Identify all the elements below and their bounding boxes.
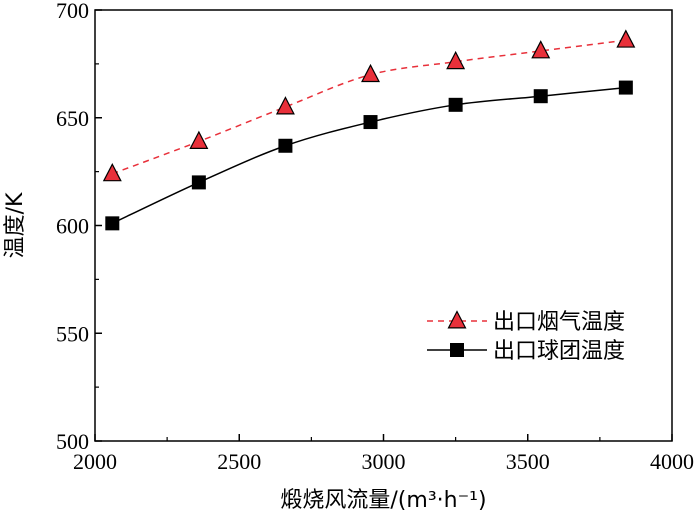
data-point-triangle <box>102 162 122 182</box>
data-point-square <box>618 80 633 95</box>
x-tick-label: 2000 <box>73 449 117 474</box>
data-point-triangle <box>616 29 636 48</box>
series-line-1 <box>112 39 626 175</box>
legend-marker-triangle <box>447 310 467 329</box>
data-point-triangle <box>446 50 466 70</box>
data-point-square <box>191 175 206 190</box>
data-point-square <box>363 115 378 130</box>
data-point-square <box>278 138 293 153</box>
data-point-square <box>533 89 548 104</box>
legend-label: 出口烟气温度 <box>493 310 625 335</box>
legend-label: 出口球团温度 <box>493 339 625 364</box>
y-axis-ticks: 500 550 600 650 700 <box>56 0 102 454</box>
y-axis-label: 温度/K <box>3 192 28 258</box>
data-point-square <box>448 97 463 112</box>
x-tick-label: 3000 <box>362 449 406 474</box>
data-point-triangle <box>275 96 295 115</box>
marker-layer <box>102 29 636 231</box>
data-point-square <box>105 216 120 231</box>
plot-frame <box>94 9 673 442</box>
y-tick-label: 500 <box>56 429 89 454</box>
plot-area <box>94 9 673 442</box>
x-tick-label: 2500 <box>217 449 261 474</box>
x-tick-label: 4000 <box>650 449 694 474</box>
legend-marker-square <box>450 343 464 357</box>
data-point-triangle <box>361 63 381 83</box>
x-axis-label: 煅烧风流量/(m³·h⁻¹) <box>280 488 486 513</box>
x-tick-label: 3500 <box>506 449 550 474</box>
x-axis-ticks: 2000 2500 3000 3500 4000 <box>73 434 694 474</box>
y-tick-label: 650 <box>56 106 89 131</box>
y-tick-label: 600 <box>56 214 89 239</box>
y-tick-label: 700 <box>56 0 89 23</box>
data-point-triangle <box>531 40 551 59</box>
series-line-2 <box>111 86 626 225</box>
data-point-triangle <box>189 130 209 149</box>
y-tick-label: 550 <box>56 321 89 346</box>
